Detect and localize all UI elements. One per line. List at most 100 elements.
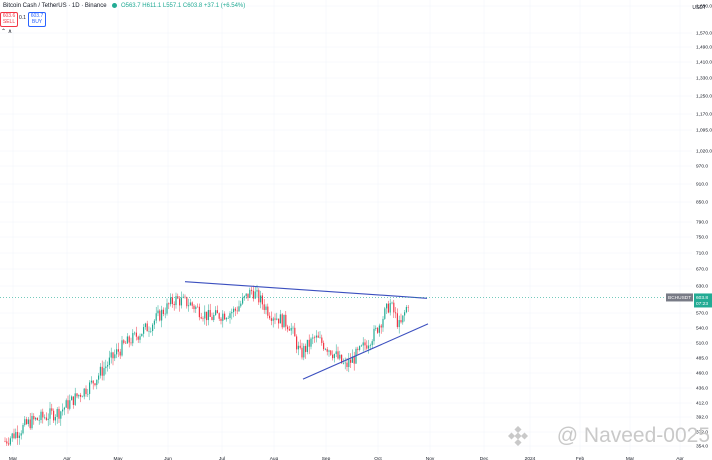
candle [292, 325, 294, 334]
candle-series [4, 284, 409, 446]
symbol-title[interactable]: Bitcoin Cash / TetherUS · 1D · Binance [3, 3, 107, 10]
candle [348, 352, 350, 373]
candle [333, 353, 335, 363]
candle [224, 311, 226, 320]
buy-price: 603.7 [30, 13, 44, 19]
price-axis[interactable]: 1,650.0 1,570.0 1,490.0 1,410.0 1,330.0 1,250… [696, 4, 712, 450]
candle [170, 293, 172, 307]
candle [29, 412, 31, 430]
candle [215, 306, 217, 316]
candle [213, 312, 215, 323]
chart-header: Bitcoin Cash / TetherUS · 1D · Binance O… [3, 3, 245, 9]
candle [135, 326, 137, 341]
candle [53, 408, 55, 423]
candle [366, 340, 368, 350]
candle [312, 333, 314, 345]
candle [157, 305, 159, 317]
candle [51, 403, 53, 415]
ohlc-values: O563.7 H611.1 L557.1 C603.8 +37.1 (+6.54… [120, 3, 246, 10]
candle [216, 305, 218, 314]
pair-tag [666, 293, 693, 302]
time-tick-label: Jul [219, 456, 225, 460]
candle [179, 295, 181, 312]
candle [125, 340, 127, 344]
candle [72, 396, 74, 409]
candle [371, 339, 373, 349]
price-tick-label: 1,330.0 [696, 76, 712, 82]
candle [263, 299, 265, 314]
time-axis[interactable]: Mar Apr May Jun Jul Aug Sep Oct Nov Dec 2024 Feb Mar… [9, 456, 684, 460]
sell-button[interactable]: 603.6 SELL [0, 12, 18, 27]
price-tick-label: 630.0 [696, 284, 708, 290]
candle [198, 303, 200, 321]
candle [110, 347, 112, 364]
price-tick-label: 354.0 [696, 444, 708, 450]
candle [38, 415, 40, 425]
candle [130, 337, 132, 346]
candle [126, 333, 128, 344]
candle [319, 331, 321, 339]
candle [8, 437, 10, 446]
price-tick-label: 372.0 [696, 430, 708, 436]
candle [260, 290, 262, 309]
candle [188, 298, 190, 312]
price-label-box [694, 293, 712, 308]
candle [168, 302, 170, 310]
candle [96, 379, 98, 390]
price-tick-label: 1,410.0 [696, 60, 712, 66]
candle [26, 416, 28, 426]
candle [49, 401, 51, 426]
candle [105, 359, 107, 375]
candle [9, 436, 11, 446]
candle [218, 312, 220, 322]
price-tick-label: 970.0 [696, 164, 708, 170]
candle [296, 334, 298, 354]
candle [209, 303, 211, 318]
candle [171, 293, 173, 308]
candle [67, 395, 69, 414]
trendline[interactable] [184, 281, 428, 299]
candle [305, 343, 307, 359]
candle [134, 331, 136, 336]
candle [254, 286, 256, 300]
candle [368, 339, 370, 354]
candle [24, 416, 26, 427]
candle [101, 360, 103, 381]
candle [225, 317, 227, 322]
candle [54, 414, 56, 426]
candle [247, 293, 249, 301]
collapse-indicators-button[interactable]: ⌃ ∧ [1, 29, 13, 35]
candle [350, 353, 352, 368]
candle [238, 300, 240, 312]
price-tick-label: 670.0 [696, 267, 708, 273]
candle [65, 398, 67, 408]
candle [20, 430, 22, 440]
candle [112, 351, 114, 366]
candle [58, 406, 60, 423]
time-tick-label: Apr [676, 456, 684, 460]
candle [233, 306, 235, 318]
candle [272, 316, 274, 328]
candle [202, 316, 204, 322]
candle [98, 372, 100, 384]
candle [398, 315, 400, 334]
candle [353, 351, 355, 371]
price-label: BCHUSDT 603.807:23 [666, 293, 712, 308]
candle [299, 339, 301, 350]
candle [204, 305, 206, 325]
candle [308, 334, 310, 355]
candle [42, 408, 44, 424]
candle [407, 304, 409, 312]
buy-button[interactable]: 603.7 BUY [28, 12, 46, 27]
candle [242, 292, 244, 305]
trendline[interactable] [302, 323, 429, 380]
candle [287, 324, 289, 333]
candle [389, 298, 391, 316]
candle [197, 303, 199, 308]
sell-price: 603.6 [2, 13, 16, 19]
candle [382, 316, 384, 332]
candle [162, 307, 164, 317]
time-tick-label: Mar [626, 456, 635, 460]
candle [121, 335, 123, 357]
